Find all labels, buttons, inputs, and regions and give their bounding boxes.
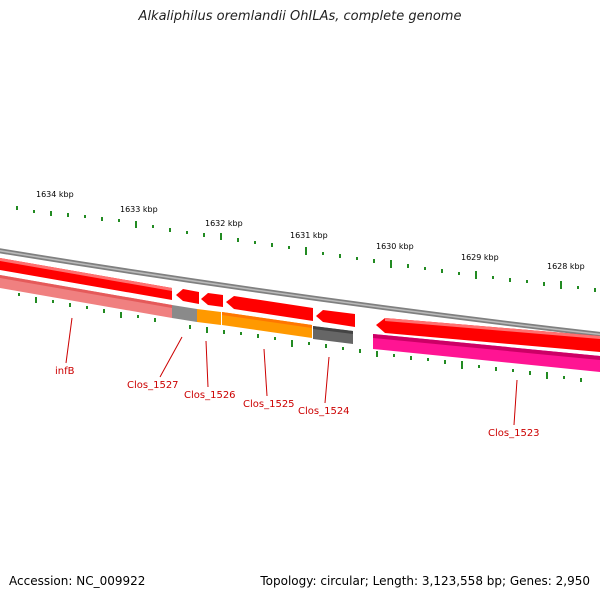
outer-scale: [16, 206, 596, 292]
accession-text: Accession: NC_009922: [9, 574, 146, 588]
scale-label: 1628 kbp: [547, 262, 585, 271]
gene-Clos_1527: [172, 305, 197, 322]
gene-track: [0, 275, 600, 372]
gene-infB: [0, 275, 172, 318]
gene-Clos_1525: [222, 312, 312, 338]
cds-arrow: [201, 293, 223, 307]
gene-label-infB: infB: [55, 366, 75, 377]
label-leaders: [65, 317, 518, 426]
cds-arrow: [316, 310, 355, 327]
scale-label: 1630 kbp: [376, 242, 414, 251]
scale-label: 1631 kbp: [290, 231, 328, 240]
genome-summary-text: Topology: circular; Length: 3,123,558 bp…: [260, 574, 590, 588]
forward-cds-track: [0, 258, 600, 352]
cds-arrow: [376, 318, 600, 352]
scale-label: 1633 kbp: [120, 205, 158, 214]
scale-label: 1634 kbp: [36, 190, 74, 199]
map-title: Alkaliphilus oremlandii OhILAs, complete…: [138, 9, 462, 24]
gene-label-Clos_1523: Clos_1523: [488, 428, 540, 439]
gene-label-Clos_1525: Clos_1525: [243, 399, 295, 410]
gene-label-Clos_1527: Clos_1527: [127, 380, 179, 391]
cds-arrow: [226, 296, 313, 321]
gene-Clos_1526: [197, 309, 221, 325]
gene-label-Clos_1524: Clos_1524: [298, 406, 350, 417]
scale-label: 1629 kbp: [461, 253, 499, 262]
scale-label: 1632 kbp: [205, 219, 243, 228]
cds-arrow: [176, 289, 199, 304]
gene-label-Clos_1526: Clos_1526: [184, 390, 236, 401]
inner-scale: [18, 293, 582, 382]
